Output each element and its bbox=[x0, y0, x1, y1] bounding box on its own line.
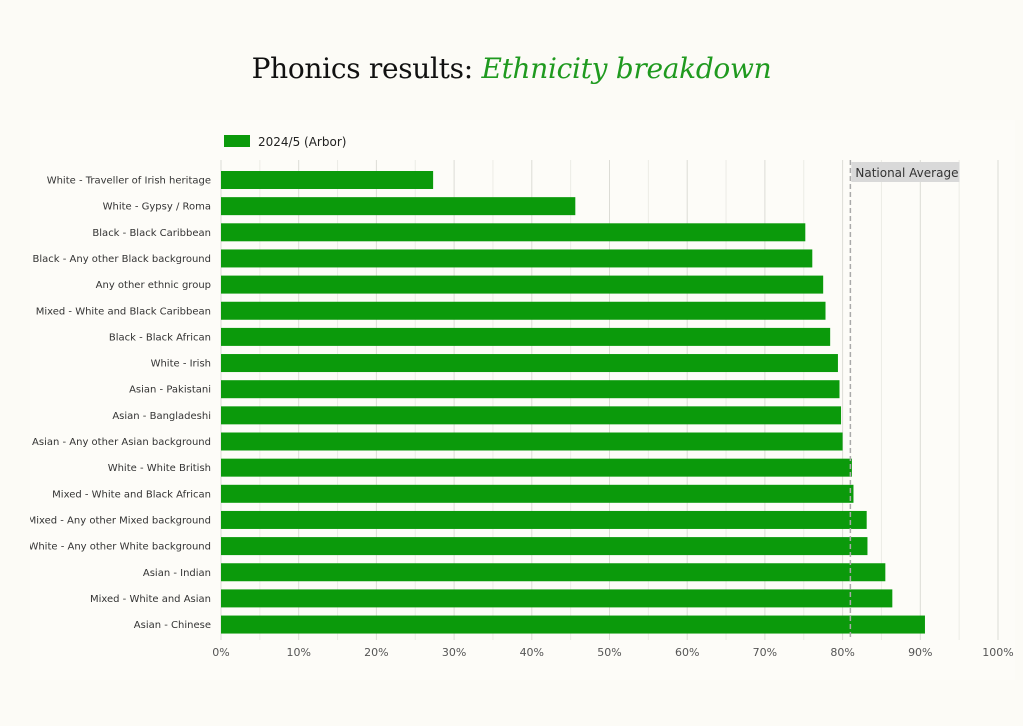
category-label: White - Irish bbox=[151, 359, 211, 370]
bar bbox=[221, 327, 831, 346]
bar bbox=[221, 197, 576, 216]
x-tick-label: 50% bbox=[597, 646, 621, 659]
reference-line-label: National Average bbox=[855, 166, 958, 180]
bar bbox=[221, 380, 840, 399]
reference-label-box bbox=[851, 162, 960, 182]
chart-title-accent: Ethnicity breakdown bbox=[481, 52, 772, 85]
chart-area: 0% 10% 20% 30% 40% 50% 60% 70% 80% 90% 100% White -… bbox=[28, 120, 1015, 680]
chart-title-main: Phonics results: bbox=[251, 52, 474, 85]
category-label: Black - Black Caribbean bbox=[92, 228, 211, 239]
x-tick-label: 0% bbox=[212, 646, 229, 659]
bar bbox=[221, 510, 867, 529]
category-label: Black - Black African bbox=[109, 332, 211, 343]
category-label: White - Traveller of Irish heritage bbox=[47, 176, 211, 187]
category-label: Asian - Bangladeshi bbox=[112, 411, 211, 422]
category-label: White - Gypsy / Roma bbox=[103, 202, 211, 213]
bar bbox=[221, 301, 826, 320]
category-label: Mixed - White and Black African bbox=[52, 489, 211, 500]
x-tick-label: 90% bbox=[908, 646, 932, 659]
legend-swatch bbox=[224, 135, 250, 147]
bar bbox=[221, 484, 854, 503]
bar bbox=[221, 589, 893, 608]
bar bbox=[221, 406, 842, 425]
category-label: Black - Any other Black background bbox=[33, 254, 212, 265]
x-tick-label: 30% bbox=[442, 646, 466, 659]
bar bbox=[221, 171, 434, 189]
bar bbox=[221, 458, 852, 477]
x-tick-label: 80% bbox=[830, 646, 854, 659]
category-label: Asian - Pakistani bbox=[129, 385, 211, 396]
legend-label: 2024/5 (Arbor) bbox=[258, 135, 346, 149]
bar bbox=[221, 615, 925, 634]
category-label: Mixed - Any other Mixed background bbox=[30, 515, 211, 526]
x-tick-label: 40% bbox=[520, 646, 544, 659]
bar bbox=[221, 354, 838, 373]
category-label: White - White British bbox=[108, 463, 211, 474]
bar bbox=[221, 275, 824, 294]
bar bbox=[221, 249, 813, 268]
bar bbox=[221, 432, 843, 451]
x-tick-label: 10% bbox=[286, 646, 310, 659]
x-tick-label: 70% bbox=[753, 646, 777, 659]
x-tick-label: 60% bbox=[675, 646, 699, 659]
x-tick-label: 100% bbox=[982, 646, 1013, 659]
bar bbox=[221, 223, 806, 242]
bar bbox=[221, 537, 868, 556]
category-label: Mixed - White and Asian bbox=[90, 594, 211, 605]
category-label: White - Any other White background bbox=[30, 542, 211, 553]
bar-chart: 0% 10% 20% 30% 40% 50% 60% 70% 80% 90% 100% White -… bbox=[28, 135, 1014, 659]
category-label: Any other ethnic group bbox=[96, 280, 211, 291]
bar bbox=[221, 563, 886, 582]
category-label: Asian - Chinese bbox=[134, 620, 211, 631]
category-label: Asian - Any other Asian background bbox=[32, 437, 211, 448]
category-label: Asian - Indian bbox=[143, 568, 211, 579]
x-tick-label: 20% bbox=[364, 646, 388, 659]
chart-title: Phonics results: Ethnicity breakdown bbox=[0, 52, 1023, 85]
category-label: Mixed - White and Black Caribbean bbox=[36, 306, 211, 317]
